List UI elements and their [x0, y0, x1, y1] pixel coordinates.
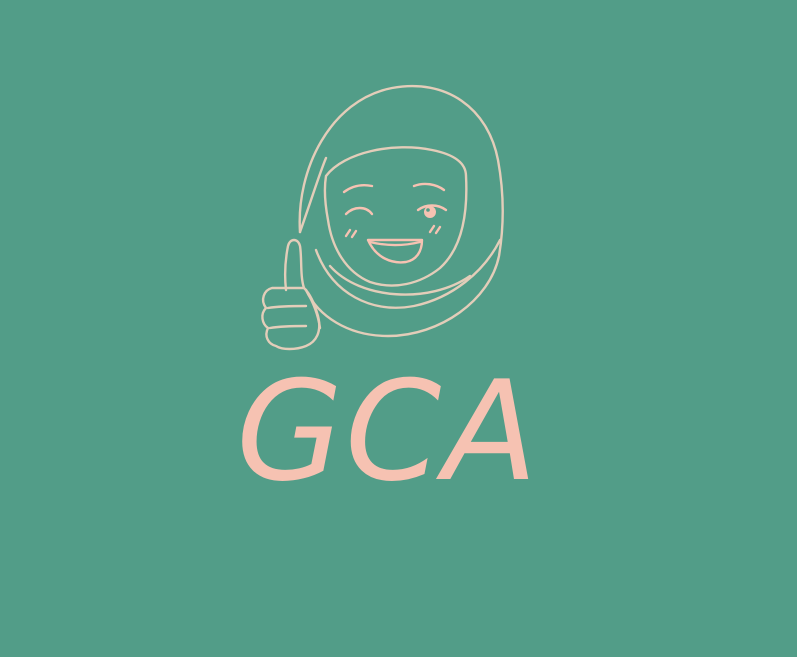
left-blush-1 — [344, 228, 352, 238]
brand-text: GCA — [236, 351, 540, 512]
left-eyebrow — [342, 184, 374, 194]
right-eye-iris — [424, 206, 436, 218]
finger-line-1 — [266, 304, 308, 310]
hijab-outline — [298, 84, 504, 338]
left-blush-2 — [350, 229, 358, 239]
teeth-line — [368, 240, 422, 247]
thumb — [283, 238, 306, 292]
right-eyebrow — [412, 182, 446, 192]
mouth — [366, 238, 424, 264]
hijab-drape-inner — [328, 264, 472, 296]
cuff — [304, 288, 322, 330]
face-outline — [323, 146, 468, 287]
hijab-fold-left — [298, 156, 328, 234]
right-eye-shine — [426, 208, 430, 212]
finger-line-2 — [268, 324, 308, 330]
right-eye-lid — [416, 204, 448, 212]
right-blush-1 — [428, 224, 436, 234]
right-blush-2 — [434, 225, 442, 235]
hijab-drape — [314, 238, 502, 309]
winking-eye — [344, 206, 374, 216]
